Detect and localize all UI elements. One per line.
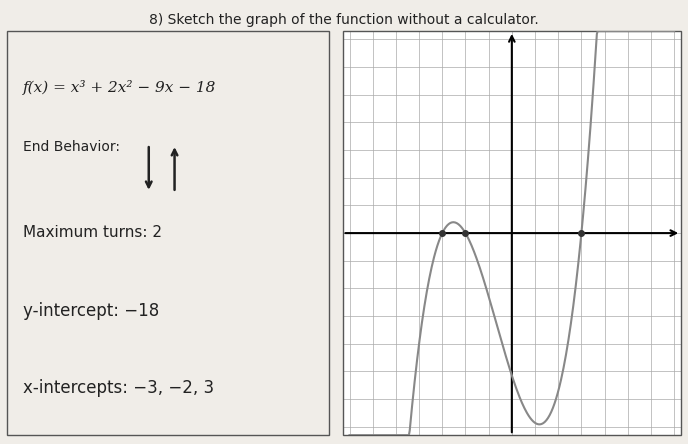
Text: 8) Sketch the graph of the function without a calculator.: 8) Sketch the graph of the function with… (149, 13, 539, 28)
Text: x-intercepts: −3, −2, 3: x-intercepts: −3, −2, 3 (23, 379, 214, 396)
Text: End Behavior:: End Behavior: (23, 140, 120, 154)
Bar (343, 31, 681, 435)
Text: f(x) = x³ + 2x² − 9x − 18: f(x) = x³ + 2x² − 9x − 18 (23, 79, 217, 95)
Text: y-intercept: −18: y-intercept: −18 (23, 302, 159, 320)
Text: Maximum turns: 2: Maximum turns: 2 (23, 225, 162, 240)
